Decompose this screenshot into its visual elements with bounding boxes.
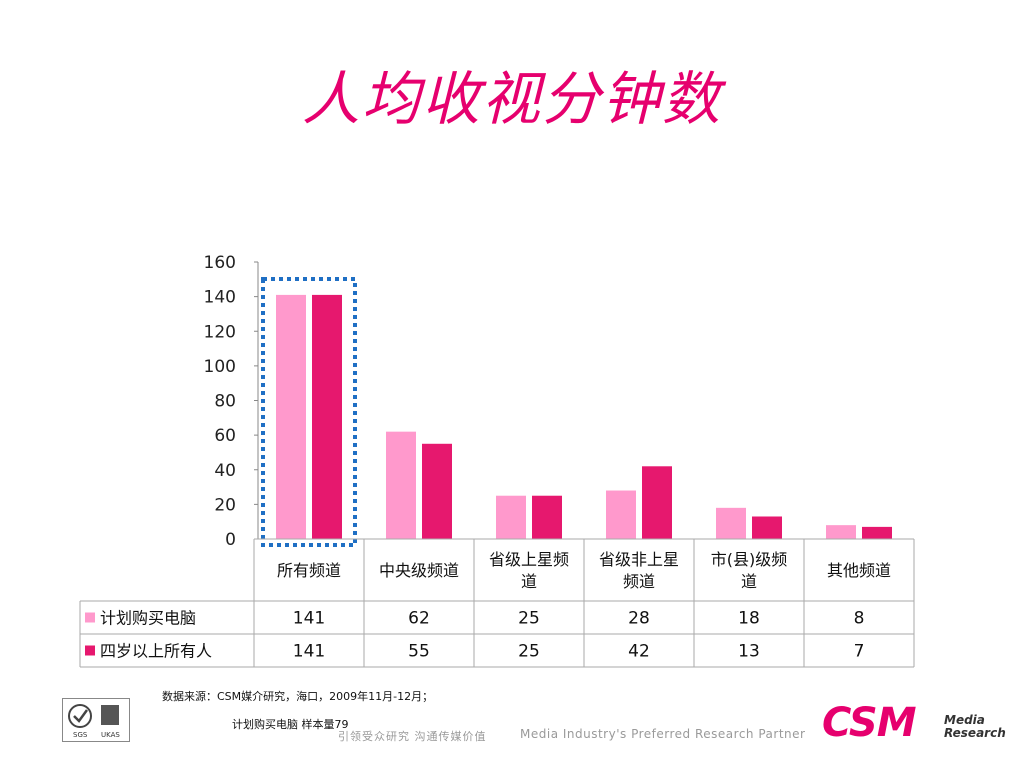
bar-plan-buy-pc (606, 490, 636, 539)
legend-label: 计划购买电脑 (100, 609, 196, 628)
y-tick-label: 0 (225, 530, 236, 550)
category-label: 省级非上星 (599, 550, 679, 569)
table-cell-value: 25 (518, 609, 540, 629)
certification-icon: SGS UKAS (68, 704, 120, 739)
legend-label: 四岁以上所有人 (100, 642, 212, 661)
bar-plan-buy-pc (496, 495, 526, 539)
y-tick-label: 40 (214, 461, 236, 481)
y-axis: 0 20 40 60 80 100 120 140 160 (204, 253, 259, 550)
category-label: 省级上星频 (489, 550, 569, 569)
slogan-chinese: 引领受众研究 沟通传媒价值 (338, 730, 487, 743)
category-label: 道 (741, 572, 757, 591)
category-label: 市(县)级频 (711, 550, 788, 569)
bar-plan-buy-pc (716, 507, 746, 539)
highlight-box (261, 277, 357, 547)
logo-media-word: Media (944, 713, 985, 727)
category-label: 道 (521, 572, 537, 591)
table-cell-value: 13 (738, 642, 760, 662)
bar-plan-buy-pc (386, 431, 416, 539)
source-note: 数据来源：CSM媒介研究，海口，2009年11月-12月； (162, 690, 434, 703)
table-cell-value: 62 (408, 609, 430, 629)
bar-all-4plus (752, 516, 782, 539)
category-label: 其他频道 (827, 561, 891, 580)
csm-logo: CSM (822, 700, 917, 746)
table-cell-value: 55 (408, 642, 430, 662)
legend-swatch (85, 645, 95, 656)
bar-all-4plus (532, 495, 562, 539)
bar-plan-buy-pc (826, 525, 856, 539)
table-cell-value: 25 (518, 642, 540, 662)
bar-all-4plus (862, 526, 892, 539)
table-cell-value: 141 (293, 609, 325, 629)
category-label: 所有频道 (277, 561, 341, 580)
table-cell-value: 7 (854, 642, 865, 662)
csm-logo-subtitle: Media Research (944, 714, 1006, 740)
bar-all-4plus (642, 466, 672, 539)
slide-title: 人均收视分钟数 (301, 65, 722, 133)
y-tick-label: 120 (204, 322, 236, 342)
bar-all-4plus (312, 294, 342, 539)
y-tick-label: 160 (204, 253, 236, 273)
bars (261, 277, 892, 547)
sample-size-note: 计划购买电脑 样本量79 (232, 718, 349, 731)
y-tick-label: 100 (204, 357, 236, 377)
y-tick-label: 60 (214, 426, 236, 446)
table-cell-value: 42 (628, 642, 650, 662)
table-cell-value: 18 (738, 609, 760, 629)
category-label: 中央级频道 (379, 561, 459, 580)
certification-badges: SGS UKAS (62, 698, 130, 742)
table-cell-value: 28 (628, 609, 650, 629)
slogan-english: Media Industry's Preferred Research Part… (520, 727, 806, 741)
category-label: 频道 (623, 572, 655, 591)
legend-swatch (85, 612, 95, 623)
ukas-label: UKAS (101, 731, 120, 739)
y-tick-label: 140 (204, 288, 236, 308)
table-cell-value: 8 (854, 609, 865, 629)
logo-research-word: Research (944, 726, 1006, 740)
bar-plan-buy-pc (276, 294, 306, 539)
y-tick-label: 80 (214, 392, 236, 412)
sgs-label: SGS (73, 731, 88, 739)
bar-all-4plus (422, 443, 452, 539)
y-tick-label: 20 (214, 495, 236, 515)
table-cell-value: 141 (293, 642, 325, 662)
